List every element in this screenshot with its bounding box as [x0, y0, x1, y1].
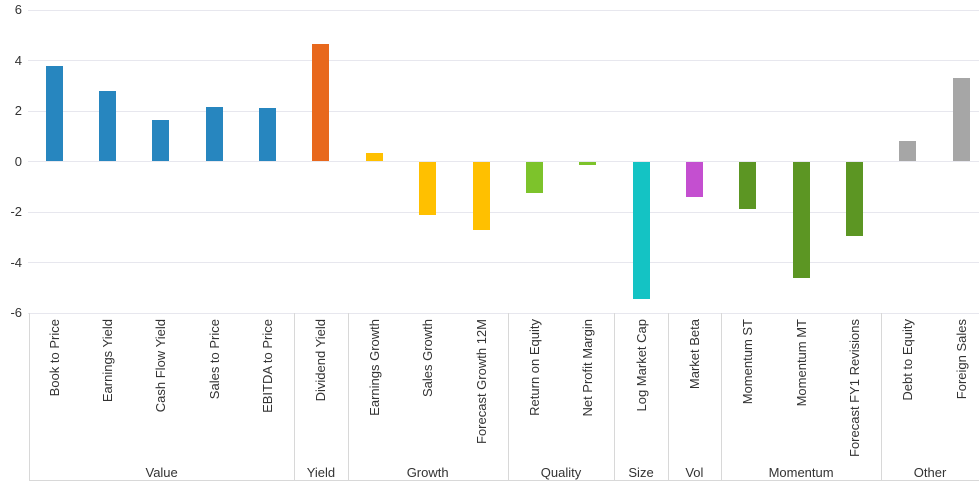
x-axis-label-return-on-equity: Return on Equity	[526, 319, 542, 416]
y-axis-tick-label: -4	[10, 254, 22, 270]
bar-return-on-equity[interactable]	[525, 161, 543, 194]
bar-forecast-growth-12m[interactable]	[472, 161, 490, 230]
x-axis-label-earnings-growth: Earnings Growth	[366, 319, 382, 416]
y-axis-tick-label: -6	[10, 305, 22, 320]
x-axis-label-book-to-price: Book to Price	[46, 319, 62, 397]
bar-earnings-yield[interactable]	[99, 90, 117, 162]
bar-dividend-yield[interactable]	[312, 44, 330, 162]
group-label-momentum: Momentum	[768, 465, 834, 480]
bar-debt-to-equity[interactable]	[899, 141, 917, 162]
y-axis-tick-label: 4	[14, 52, 22, 68]
y-axis-tick-label: 2	[14, 103, 22, 118]
gridline-y-4	[28, 262, 979, 263]
gridline-y6	[28, 9, 979, 11]
x-axis-label-momentum-mt: Momentum MT	[793, 319, 809, 407]
x-axis-label-ebitda-to-price: EBITDA to Price	[260, 319, 276, 413]
gridline-y0	[28, 161, 979, 162]
x-axis-label-earnings-yield: Earnings Yield	[100, 319, 116, 403]
x-axis-label-dividend-yield: Dividend Yield	[313, 319, 329, 402]
group-separator	[721, 313, 723, 480]
x-axis-label-log-market-cap: Log Market Cap	[633, 319, 649, 412]
x-axis-label-forecast-growth-12m: Forecast Growth 12M	[473, 319, 489, 444]
x-axis-label-net-profit-margin: Net Profit Margin	[580, 319, 596, 417]
x-axis-label-forecast-fy1-revisions: Forecast FY1 Revisions	[846, 319, 862, 457]
y-axis-tick-label: -2	[10, 204, 22, 219]
group-label-value: Value	[145, 465, 178, 480]
bar-momentum-st[interactable]	[739, 161, 757, 210]
y-axis-tick-label: 6	[14, 2, 22, 17]
bar-book-to-price[interactable]	[45, 65, 63, 162]
group-label-yield: Yield	[306, 465, 336, 480]
label-area-bottom-border	[29, 480, 979, 481]
bar-forecast-fy1-revisions[interactable]	[845, 161, 863, 236]
x-axis-label-momentum-st: Momentum ST	[740, 319, 756, 405]
x-axis-label-market-beta: Market Beta	[686, 319, 702, 390]
group-separator	[614, 313, 616, 480]
group-separator	[881, 313, 883, 480]
gridline-y4	[28, 60, 979, 61]
group-label-other: Other	[913, 465, 947, 480]
gridline-y-2	[28, 211, 979, 213]
x-axis-label-sales-to-price: Sales to Price	[206, 319, 222, 400]
x-axis-label-cash-flow-yield: Cash Flow Yield	[153, 319, 169, 413]
group-separator	[294, 313, 296, 480]
bar-log-market-cap[interactable]	[632, 161, 650, 300]
bar-earnings-growth[interactable]	[365, 152, 383, 162]
group-separator	[507, 313, 509, 480]
group-separator	[347, 313, 349, 480]
bar-net-profit-margin[interactable]	[579, 161, 597, 166]
group-label-growth: Growth	[406, 465, 449, 480]
gridline-y-6	[28, 312, 979, 314]
bar-ebitda-to-price[interactable]	[259, 108, 277, 162]
group-label-quality: Quality	[540, 465, 582, 480]
bar-cash-flow-yield[interactable]	[152, 119, 170, 162]
x-axis-label-foreign-sales: Foreign Sales	[953, 319, 969, 400]
y-axis-tick-label: 0	[14, 153, 22, 169]
bar-sales-to-price[interactable]	[205, 107, 223, 162]
label-area-left-border	[29, 313, 30, 480]
group-label-vol: Vol	[685, 465, 704, 480]
x-axis-label-debt-to-equity: Debt to Equity	[900, 319, 916, 401]
bar-foreign-sales[interactable]	[952, 78, 970, 162]
bar-sales-growth[interactable]	[419, 161, 437, 215]
group-label-size: Size	[628, 465, 654, 480]
bar-momentum-mt[interactable]	[792, 161, 810, 278]
group-separator	[667, 313, 669, 480]
bar-market-beta[interactable]	[685, 161, 703, 197]
gridline-y2	[28, 110, 979, 112]
x-axis-label-sales-growth: Sales Growth	[420, 319, 436, 398]
